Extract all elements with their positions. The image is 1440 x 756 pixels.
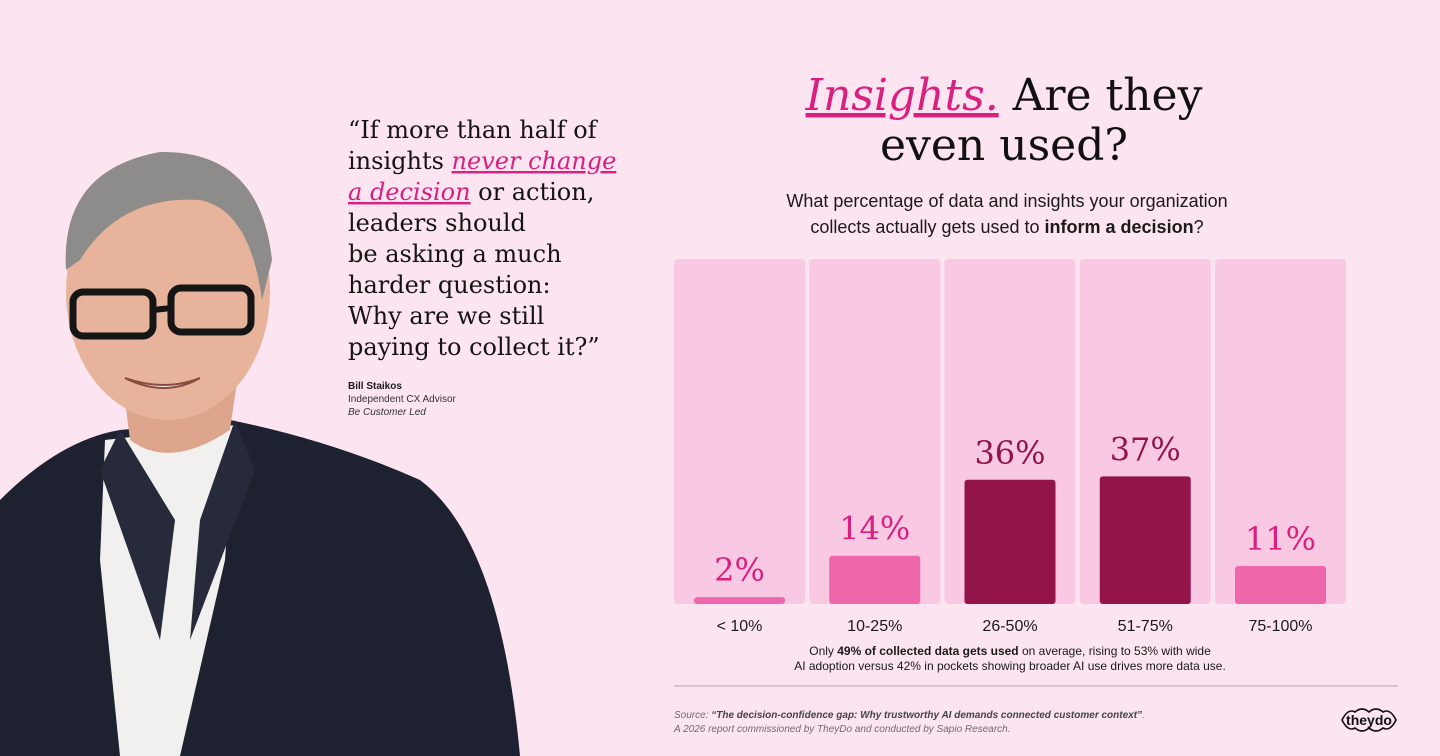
text-segment: Insights. <box>805 70 999 121</box>
text-segment: “If more than half of <box>348 116 599 144</box>
text-segment: Why are we still <box>348 302 544 330</box>
logo-text: theydo <box>1346 712 1392 728</box>
quote-role: Independent CX Advisor <box>348 394 457 405</box>
bar <box>694 597 785 604</box>
chart-subtitle: collects actually gets used to inform a … <box>810 217 1203 237</box>
text-segment: never change <box>452 147 617 175</box>
portrait <box>0 151 520 756</box>
bar-panel <box>1215 259 1346 604</box>
bar <box>1099 476 1191 604</box>
bar-panel <box>674 259 805 604</box>
x-tick-label: < 10% <box>717 618 763 635</box>
text-segment: . <box>1142 710 1145 721</box>
value-label: 37% <box>1110 430 1181 468</box>
quote-line: leaders should <box>348 209 526 237</box>
bar <box>829 555 921 604</box>
text-segment: even used? <box>880 120 1128 171</box>
chart-subtitle: What percentage of data and insights you… <box>786 191 1227 211</box>
quote-company: Be Customer Led <box>348 407 426 418</box>
x-tick-label: 10-25% <box>847 618 902 635</box>
bar <box>964 479 1056 604</box>
source-line: A 2026 report commissioned by TheyDo and… <box>673 724 1010 735</box>
chart-note: AI adoption versus 42% in pockets showin… <box>794 659 1226 673</box>
x-tick-label: 26-50% <box>982 618 1037 635</box>
value-label: 2% <box>714 551 765 589</box>
quote-line: a decision or action, <box>348 178 594 206</box>
text-segment: on average, rising to 53% with wide <box>1019 644 1211 658</box>
quote-line: be asking a much <box>348 240 562 268</box>
text-segment: inform a decision <box>1045 217 1194 237</box>
text-segment: be asking a much <box>348 240 562 268</box>
bar <box>1235 566 1326 604</box>
chart-title: Insights. Are they <box>805 70 1203 121</box>
text-segment: What percentage of data and insights you… <box>786 191 1227 211</box>
text-segment: Are they <box>999 70 1203 121</box>
text-segment: Only <box>809 644 837 658</box>
quote-line: “If more than half of <box>348 116 599 144</box>
value-label: 14% <box>839 510 910 548</box>
chart-note: Only 49% of collected data gets used on … <box>809 644 1211 658</box>
source-line: Source: “The decision-confidence gap: Wh… <box>674 710 1145 721</box>
text-segment: a decision <box>348 178 471 206</box>
text-segment: leaders should <box>348 209 526 237</box>
quote-line: paying to collect it?” <box>348 333 600 361</box>
text-segment: AI adoption versus 42% in pockets showin… <box>794 659 1226 673</box>
x-tick-label: 75-100% <box>1248 618 1312 635</box>
quote-line: insights never change <box>348 147 616 175</box>
x-tick-label: 51-75% <box>1118 618 1173 635</box>
text-segment: paying to collect it?” <box>348 333 600 361</box>
quote-line: harder question: <box>348 271 551 299</box>
text-segment: ? <box>1194 217 1204 237</box>
text-segment: collects actually gets used to <box>810 217 1044 237</box>
text-segment: Source: <box>674 710 711 721</box>
quote-line: Why are we still <box>348 302 544 330</box>
text-segment: “The decision-confidence gap: Why trustw… <box>711 710 1142 721</box>
value-label: 36% <box>974 434 1045 472</box>
text-segment: harder question: <box>348 271 551 299</box>
text-segment: 49% of collected data gets used <box>837 644 1018 658</box>
text-segment: or action, <box>471 178 595 206</box>
value-label: 11% <box>1245 520 1316 558</box>
text-segment: A 2026 report commissioned by TheyDo and… <box>673 724 1010 735</box>
logo: theydo <box>1341 708 1397 732</box>
bar-panel <box>809 259 941 604</box>
quote-author: Bill Staikos <box>348 381 402 392</box>
chart-title: even used? <box>880 120 1128 171</box>
text-segment: insights <box>348 147 452 175</box>
